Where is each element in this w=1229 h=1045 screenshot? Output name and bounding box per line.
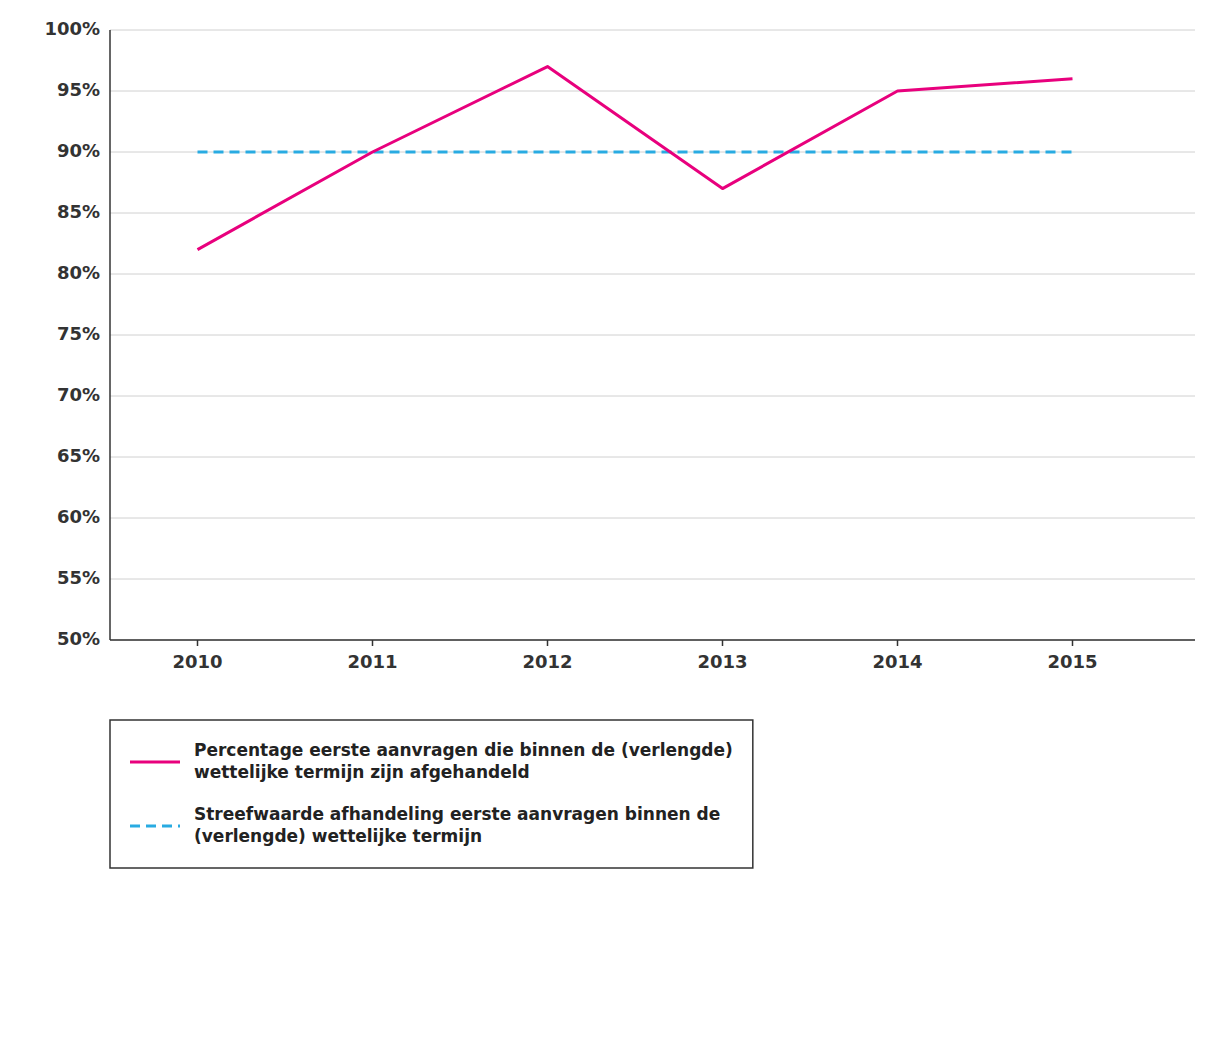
legend-label: Streefwaarde afhandeling eerste aanvrage… bbox=[194, 804, 720, 846]
grid-line bbox=[110, 274, 1195, 275]
legend-frame bbox=[110, 720, 753, 868]
legend-label-line: (verlengde) wettelijke termijn bbox=[194, 826, 482, 846]
y-tick-label: 55% bbox=[57, 567, 100, 588]
legend-handle bbox=[130, 761, 180, 764]
x-tick-label: 2015 bbox=[1047, 651, 1097, 672]
grid bbox=[110, 30, 1195, 640]
grid-line bbox=[110, 396, 1195, 397]
y-tick-label: 60% bbox=[57, 506, 100, 527]
x-tick bbox=[897, 640, 899, 646]
legend: Percentage eerste aanvragen die binnen d… bbox=[110, 720, 753, 868]
series-line bbox=[198, 67, 1073, 250]
x-tick bbox=[547, 640, 549, 646]
x-tick-label: 2010 bbox=[172, 651, 222, 672]
legend-label: Percentage eerste aanvragen die binnen d… bbox=[194, 740, 733, 782]
x-tick-label: 2014 bbox=[872, 651, 922, 672]
grid-line bbox=[110, 640, 1195, 641]
grid-line bbox=[110, 457, 1195, 458]
y-tick-label: 50% bbox=[57, 628, 100, 649]
legend-label-line: Percentage eerste aanvragen die binnen d… bbox=[194, 740, 733, 760]
x-tick bbox=[722, 640, 724, 646]
grid-line bbox=[110, 335, 1195, 336]
y-axis bbox=[109, 30, 111, 640]
y-tick-label: 80% bbox=[57, 262, 100, 283]
y-tick-label: 70% bbox=[57, 384, 100, 405]
series-group bbox=[198, 67, 1073, 250]
grid-line bbox=[110, 30, 1195, 31]
y-tick-label: 65% bbox=[57, 445, 100, 466]
y-tick-label: 75% bbox=[57, 323, 100, 344]
chart: 50% 55% 60% 65% 70% 75% 80% 85% 90% 95% 100% 2010 20… bbox=[0, 0, 1229, 1045]
legend-label-line: Streefwaarde afhandeling eerste aanvrage… bbox=[194, 804, 720, 824]
x-tick-label: 2012 bbox=[522, 651, 572, 672]
legend-handle bbox=[130, 825, 180, 828]
y-tick-label: 100% bbox=[44, 18, 100, 39]
x-tick bbox=[197, 640, 199, 646]
series-line bbox=[198, 151, 1073, 154]
x-tick bbox=[1072, 640, 1074, 646]
legend-label-line: wettelijke termijn zijn afgehandeld bbox=[194, 762, 530, 782]
x-tick bbox=[372, 640, 374, 646]
y-tick-label: 85% bbox=[57, 201, 100, 222]
x-axis bbox=[110, 639, 1195, 641]
grid-line bbox=[110, 91, 1195, 92]
grid-line bbox=[110, 518, 1195, 519]
x-tick-label: 2013 bbox=[697, 651, 747, 672]
grid-line bbox=[110, 152, 1195, 153]
grid-line bbox=[110, 579, 1195, 580]
grid-line bbox=[110, 213, 1195, 214]
y-tick-label: 95% bbox=[57, 79, 100, 100]
x-tick-label: 2011 bbox=[347, 651, 397, 672]
y-tick-label: 90% bbox=[57, 140, 100, 161]
